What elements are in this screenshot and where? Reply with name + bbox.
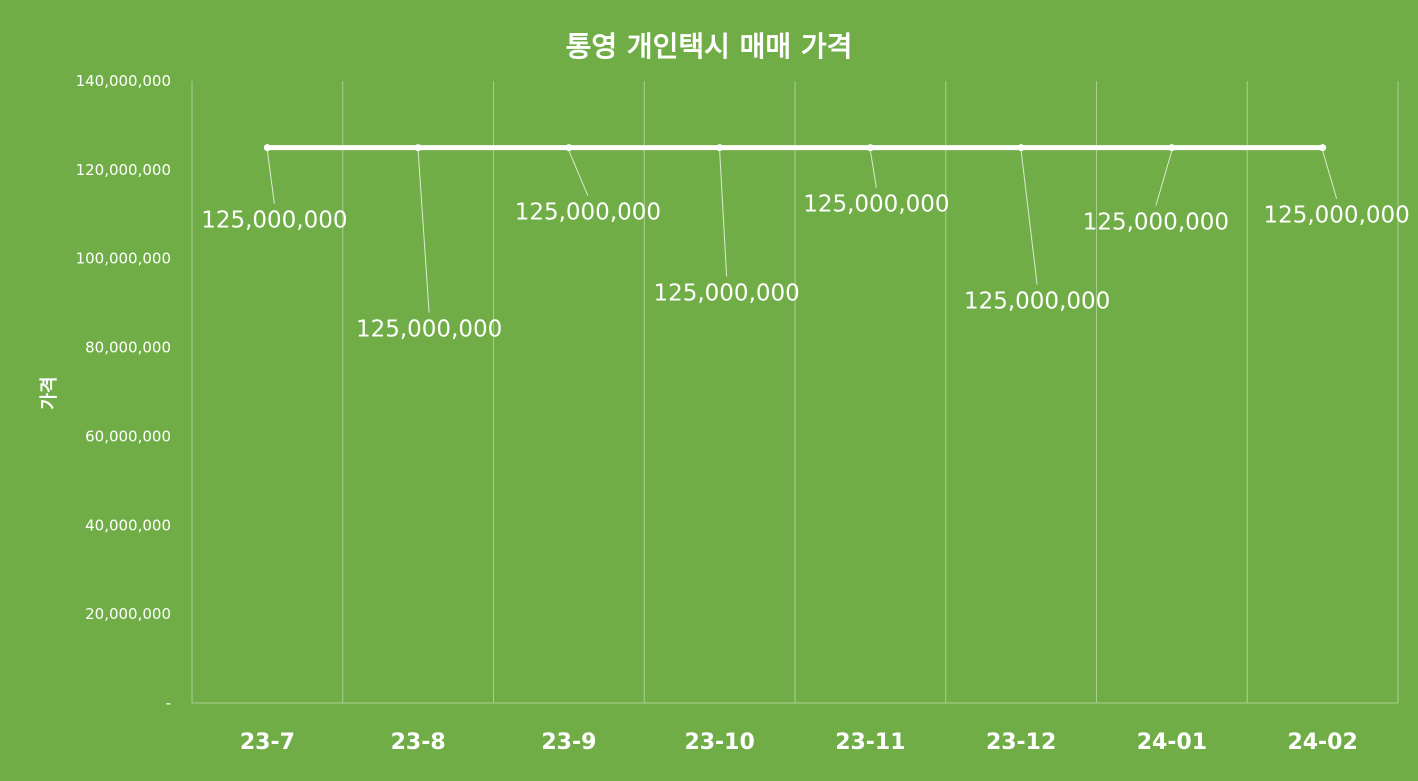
data-point (414, 144, 422, 152)
data-label: 125,000,000 (356, 317, 502, 343)
chart-title: 통영 개인택시 매매 가격 (566, 30, 853, 63)
y-tick-label: 100,000,000 (76, 250, 171, 268)
leader-line (869, 150, 877, 188)
data-label: 125,000,000 (803, 192, 949, 218)
leader-line (719, 150, 728, 277)
x-tick-label: 23-8 (391, 730, 446, 755)
leader-line (1155, 150, 1173, 206)
data-label: 125,000,000 (964, 289, 1110, 315)
y-tick-label: 20,000,000 (85, 605, 171, 623)
series-layer (263, 144, 1327, 152)
y-tick-label: - (166, 694, 171, 712)
data-point (866, 144, 874, 152)
y-tick-label: 140,000,000 (76, 72, 171, 90)
y-tick-label: 40,000,000 (85, 516, 171, 534)
x-tick-label: 23-7 (240, 730, 295, 755)
data-point (1319, 144, 1327, 152)
grid-lines (191, 81, 1399, 704)
x-tick-label: 23-10 (684, 730, 754, 755)
x-tick-label: 23-12 (986, 730, 1056, 755)
data-labels: 125,000,000 125,000,000 125,000,000 125,000… (201, 192, 1410, 343)
y-tick-label: 120,000,000 (76, 161, 171, 179)
y-axis-ticks: - 20,000,000 40,000,000 60,000,000 80,000,00… (76, 72, 171, 712)
leader-line (568, 150, 589, 196)
data-point (565, 144, 573, 152)
leader-line (417, 150, 430, 313)
x-axis-ticks: 23-7 23-8 23-9 23-10 23-11 23-12 24-01 24-02 (240, 730, 1358, 755)
y-tick-label: 60,000,000 (85, 427, 171, 445)
leader-line (1322, 150, 1338, 199)
data-label: 125,000,000 (1263, 203, 1409, 229)
x-tick-label: 24-02 (1287, 730, 1357, 755)
data-point (263, 144, 271, 152)
data-point (1168, 144, 1176, 152)
data-label-leaders (266, 150, 1338, 313)
data-label: 125,000,000 (653, 281, 799, 307)
data-point (1017, 144, 1025, 152)
data-label: 125,000,000 (515, 200, 661, 226)
data-point (716, 144, 724, 152)
x-tick-label: 23-11 (835, 730, 905, 755)
data-label: 125,000,000 (201, 208, 347, 234)
x-tick-label: 24-01 (1137, 730, 1207, 755)
y-axis-label: 가격 (39, 376, 60, 409)
leader-line (1020, 150, 1038, 285)
x-tick-label: 23-9 (541, 730, 596, 755)
data-label: 125,000,000 (1083, 210, 1229, 236)
leader-line (266, 150, 275, 204)
y-tick-label: 80,000,000 (85, 339, 171, 357)
